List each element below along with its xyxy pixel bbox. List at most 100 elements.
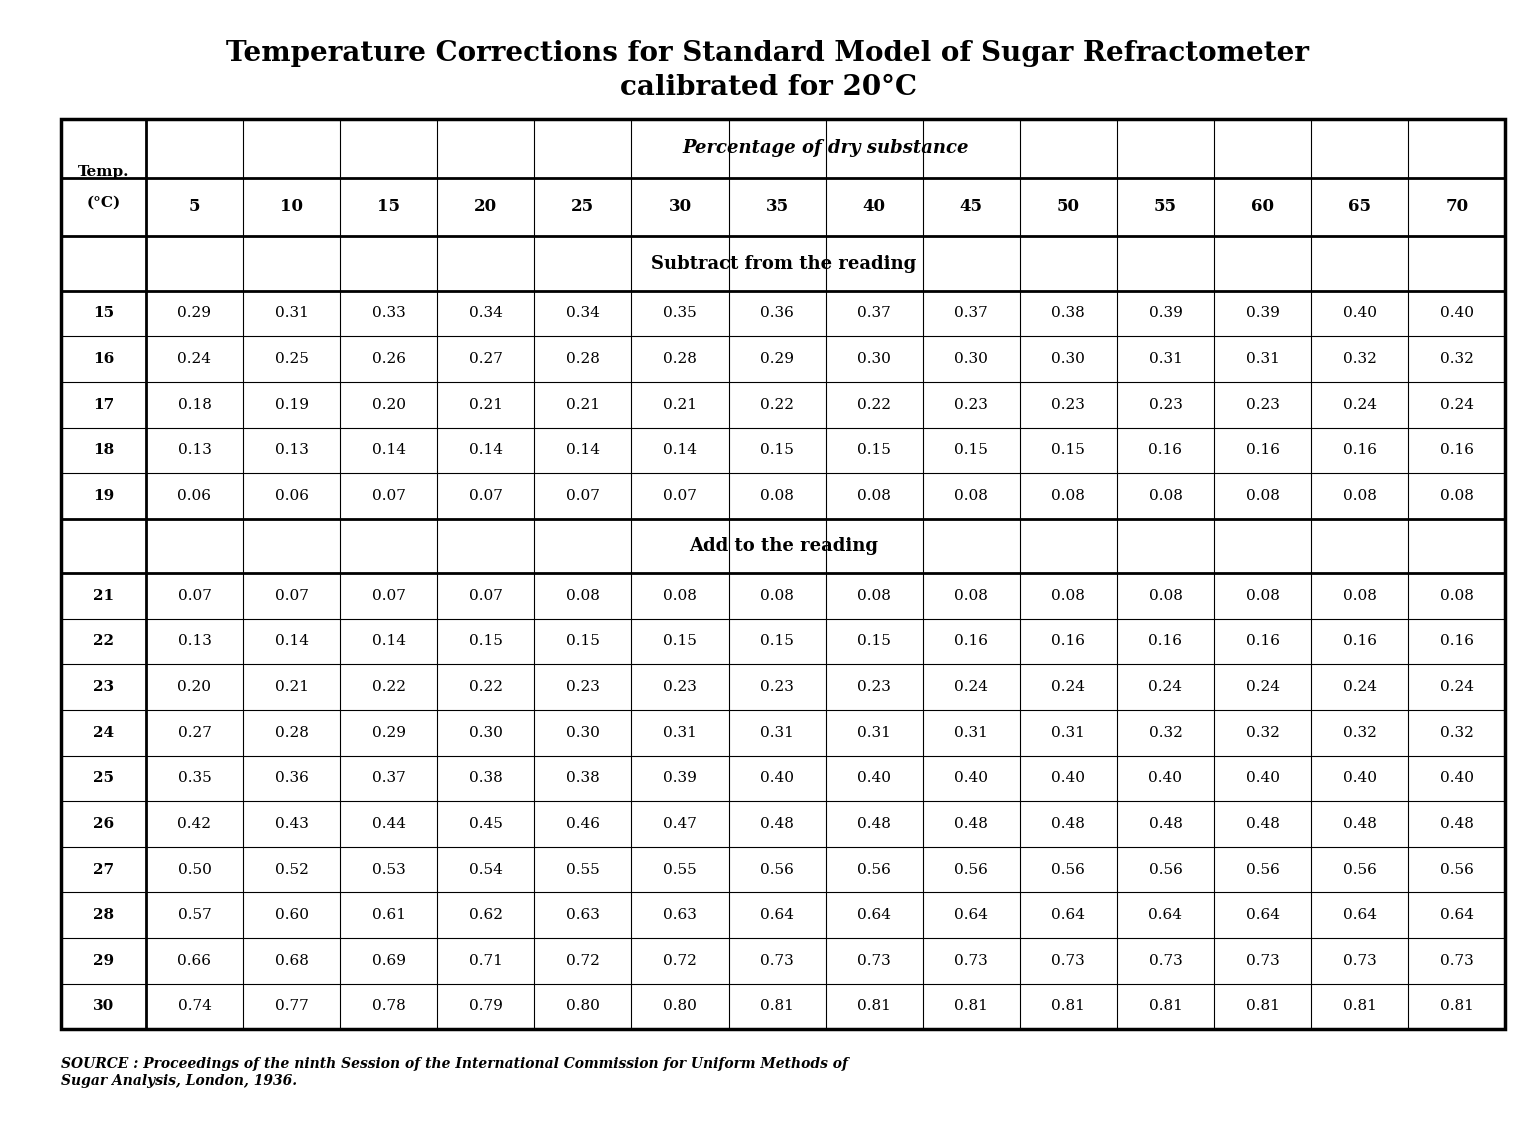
Text: 0.62: 0.62 (468, 908, 502, 922)
Text: 0.07: 0.07 (468, 589, 502, 603)
Text: 0.31: 0.31 (664, 726, 697, 740)
Text: 0.08: 0.08 (760, 489, 794, 503)
Text: 0.21: 0.21 (468, 398, 502, 412)
Text: 0.74: 0.74 (178, 1000, 212, 1013)
Text: 0.28: 0.28 (664, 352, 697, 366)
Text: 0.73: 0.73 (760, 953, 794, 968)
Text: 0.30: 0.30 (954, 352, 988, 366)
Text: 0.64: 0.64 (1246, 908, 1279, 922)
Text: 20: 20 (475, 198, 498, 216)
Text: 0.23: 0.23 (954, 398, 988, 412)
Text: 0.81: 0.81 (1052, 1000, 1086, 1013)
Text: 0.24: 0.24 (1051, 680, 1086, 694)
Text: 0.24: 0.24 (1149, 680, 1183, 694)
Text: 60: 60 (1250, 198, 1273, 216)
Text: 0.29: 0.29 (372, 726, 406, 740)
Text: 15: 15 (378, 198, 401, 216)
Text: 0.66: 0.66 (178, 953, 212, 968)
Text: 0.14: 0.14 (372, 634, 406, 648)
Text: 0.73: 0.73 (1052, 953, 1086, 968)
Text: 0.48: 0.48 (1439, 817, 1473, 831)
Text: 0.46: 0.46 (565, 817, 601, 831)
Text: 0.15: 0.15 (664, 634, 697, 648)
Text: 0.64: 0.64 (1439, 908, 1473, 922)
Text: 0.08: 0.08 (1246, 589, 1279, 603)
Text: 0.15: 0.15 (1052, 443, 1086, 457)
Text: 0.28: 0.28 (565, 352, 599, 366)
Text: 0.32: 0.32 (1342, 352, 1376, 366)
Text: 0.21: 0.21 (664, 398, 697, 412)
Text: 0.07: 0.07 (468, 489, 502, 503)
Text: 0.16: 0.16 (1149, 634, 1183, 648)
Text: 0.15: 0.15 (760, 634, 794, 648)
Text: 0.53: 0.53 (372, 863, 406, 877)
Text: 0.34: 0.34 (565, 307, 599, 320)
Text: Add to the reading: Add to the reading (688, 537, 879, 555)
Text: 0.27: 0.27 (178, 726, 212, 740)
Text: 0.23: 0.23 (857, 680, 891, 694)
Text: 30: 30 (668, 198, 691, 216)
Text: 0.15: 0.15 (857, 634, 891, 648)
Text: 0.36: 0.36 (760, 307, 794, 320)
Text: 0.30: 0.30 (857, 352, 891, 366)
Text: 0.08: 0.08 (1439, 589, 1473, 603)
Text: 0.64: 0.64 (857, 908, 891, 922)
Text: 0.56: 0.56 (760, 863, 794, 877)
Text: 0.23: 0.23 (1246, 398, 1279, 412)
Text: 0.13: 0.13 (178, 634, 212, 648)
Text: 50: 50 (1057, 198, 1080, 216)
Text: 0.55: 0.55 (565, 863, 599, 877)
Text: 0.14: 0.14 (664, 443, 697, 457)
Text: 0.31: 0.31 (857, 726, 891, 740)
Text: 0.54: 0.54 (468, 863, 502, 877)
Text: 24: 24 (94, 726, 114, 740)
Text: 0.23: 0.23 (1149, 398, 1183, 412)
Text: 0.48: 0.48 (760, 817, 794, 831)
Text: 0.06: 0.06 (178, 489, 212, 503)
Text: 0.30: 0.30 (1052, 352, 1086, 366)
Text: 0.08: 0.08 (1052, 489, 1086, 503)
Text: Temp.: Temp. (78, 165, 129, 179)
Text: 0.39: 0.39 (1149, 307, 1183, 320)
Text: 0.38: 0.38 (1052, 307, 1086, 320)
Text: 19: 19 (94, 489, 114, 503)
Text: 23: 23 (94, 680, 114, 694)
Text: 0.40: 0.40 (857, 771, 891, 785)
Text: 0.31: 0.31 (1246, 352, 1279, 366)
Text: 0.37: 0.37 (372, 771, 406, 785)
Text: 16: 16 (94, 352, 114, 366)
Text: 0.14: 0.14 (275, 634, 309, 648)
Text: 0.64: 0.64 (760, 908, 794, 922)
Text: Temperature Corrections for Standard Model of Sugar Refractometer: Temperature Corrections for Standard Mod… (226, 40, 1310, 67)
Text: 45: 45 (960, 198, 983, 216)
Text: 0.71: 0.71 (468, 953, 502, 968)
Text: SOURCE : Proceedings of the ninth Session of the International Commission for Un: SOURCE : Proceedings of the ninth Sessio… (61, 1057, 848, 1088)
Text: 0.68: 0.68 (275, 953, 309, 968)
Text: 0.24: 0.24 (1342, 680, 1376, 694)
Text: 0.22: 0.22 (468, 680, 502, 694)
Text: 0.29: 0.29 (760, 352, 794, 366)
Text: 0.52: 0.52 (275, 863, 309, 877)
Text: 55: 55 (1154, 198, 1177, 216)
Text: 0.16: 0.16 (1439, 634, 1473, 648)
Text: 0.44: 0.44 (372, 817, 406, 831)
Text: 0.40: 0.40 (1051, 771, 1086, 785)
Text: 0.79: 0.79 (468, 1000, 502, 1013)
Text: 0.24: 0.24 (1246, 680, 1279, 694)
Text: 0.18: 0.18 (178, 398, 212, 412)
Text: 0.16: 0.16 (1051, 634, 1086, 648)
Text: 0.16: 0.16 (1439, 443, 1473, 457)
Text: 0.56: 0.56 (1342, 863, 1376, 877)
Text: 0.56: 0.56 (1439, 863, 1473, 877)
Text: 0.22: 0.22 (372, 680, 406, 694)
Text: calibrated for 20°C: calibrated for 20°C (619, 74, 917, 101)
Text: 0.48: 0.48 (1342, 817, 1376, 831)
Text: 0.48: 0.48 (1149, 817, 1183, 831)
Text: 0.13: 0.13 (275, 443, 309, 457)
Text: 0.64: 0.64 (1149, 908, 1183, 922)
Text: 0.81: 0.81 (760, 1000, 794, 1013)
Text: 0.61: 0.61 (372, 908, 406, 922)
Text: 18: 18 (94, 443, 114, 457)
Text: 10: 10 (280, 198, 303, 216)
Text: 0.36: 0.36 (275, 771, 309, 785)
